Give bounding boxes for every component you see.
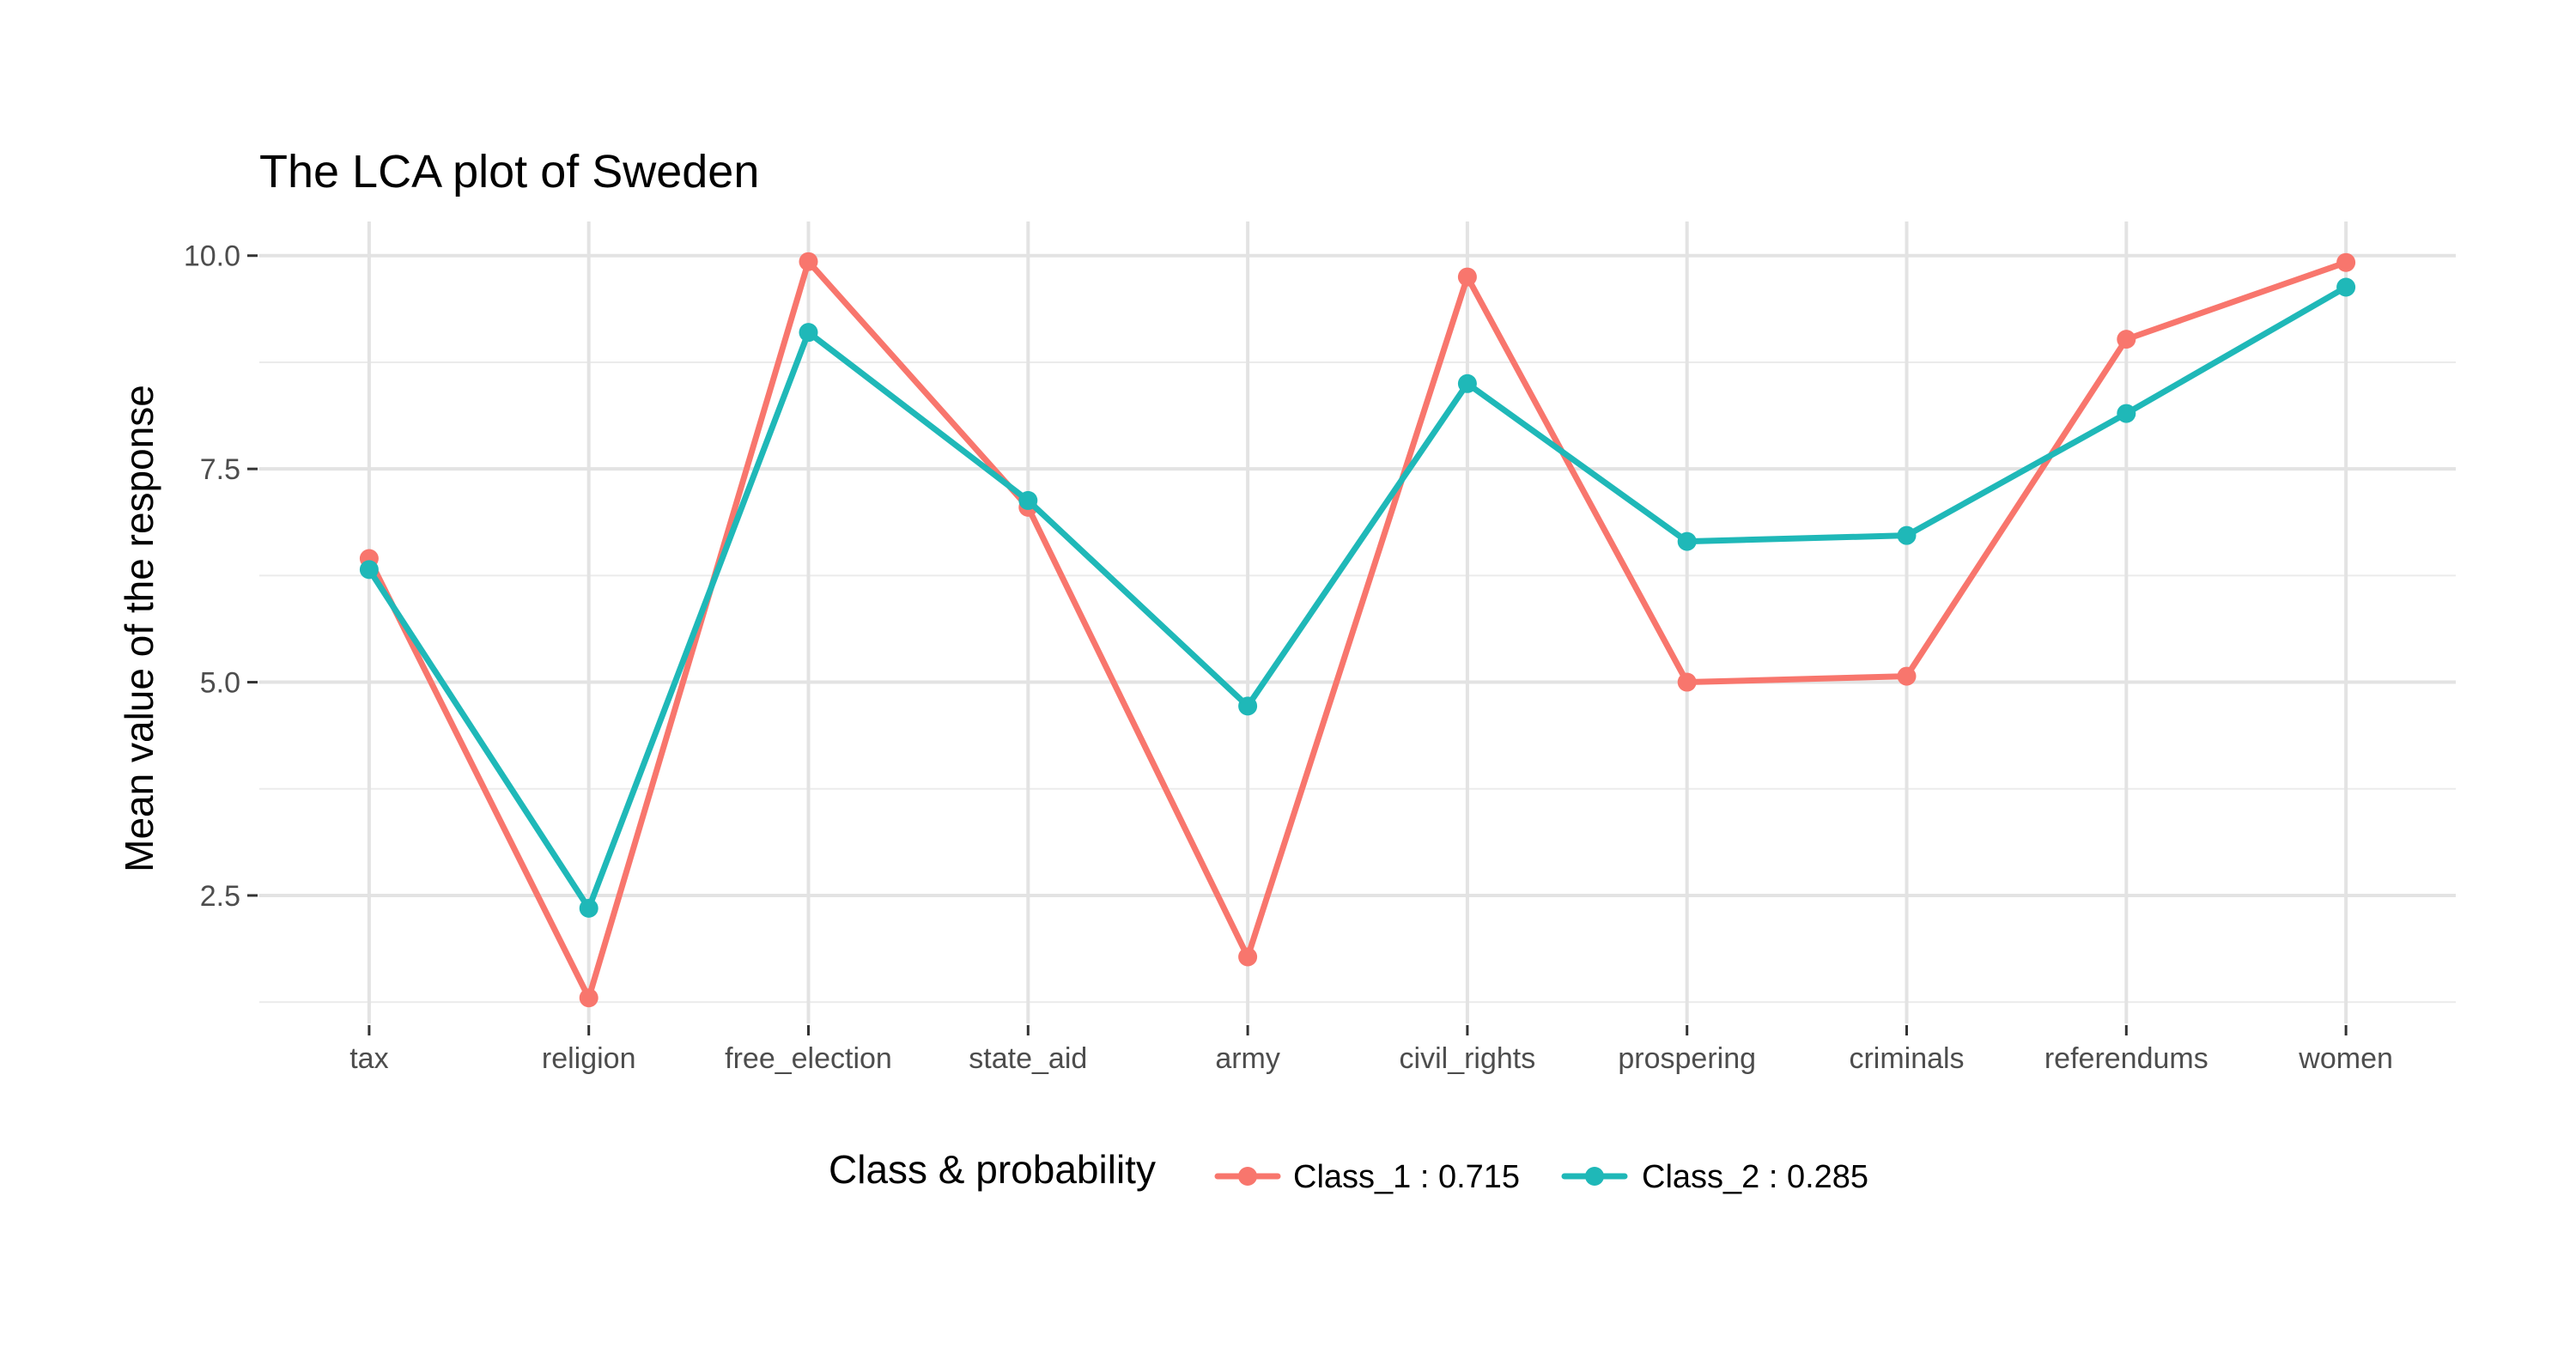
x-tick-label-women: women — [2298, 1042, 2393, 1075]
point-series-2-prospering — [1677, 531, 1697, 551]
x-tick-label-religion: religion — [542, 1042, 636, 1075]
x-tick-label-free_election: free_election — [725, 1042, 892, 1075]
point-series-2-criminals — [1897, 525, 1917, 545]
legend: Class & probability Class_1 : 0.715 Class… — [829, 1147, 1868, 1195]
legend-label-1: Class_1 : 0.715 — [1293, 1159, 1520, 1195]
y-tick-label: 10.0 — [184, 240, 240, 273]
legend-label-2: Class_2 : 0.285 — [1642, 1159, 1868, 1195]
point-series-1-army — [1238, 947, 1258, 967]
legend-title: Class & probability — [829, 1147, 1156, 1192]
point-series-1-women — [2336, 252, 2356, 272]
series-line-1 — [366, 258, 2349, 1001]
x-tick-label-state_aid: state_aid — [969, 1042, 1087, 1075]
y-axis-label: Mean value of the response — [117, 385, 161, 872]
series-layer — [359, 252, 2356, 1008]
point-series-2-army — [1238, 696, 1258, 716]
point-series-1-civil_rights — [1457, 267, 1477, 287]
legend-key-point-2 — [1585, 1167, 1604, 1186]
y-axis: 2.5 5.0 7.5 10.0 — [184, 240, 258, 913]
legend-key-point-1 — [1238, 1167, 1257, 1186]
point-series-2-state_aid — [1018, 490, 1038, 510]
y-tick-label: 5.0 — [200, 667, 240, 700]
minor-gridlines — [259, 361, 2456, 1004]
x-tick-label-civil_rights: civil_rights — [1400, 1042, 1536, 1075]
y-tick-label: 7.5 — [200, 453, 240, 486]
point-series-2-tax — [359, 560, 379, 580]
x-tick-label-criminals: criminals — [1849, 1042, 1964, 1075]
point-series-2-referendums — [2117, 404, 2136, 423]
x-tick-label-referendums: referendums — [2044, 1042, 2208, 1075]
major-gridlines — [259, 222, 2456, 1023]
point-series-2-free_election — [799, 323, 818, 343]
x-tick-label-tax: tax — [349, 1042, 388, 1075]
series-line-2 — [366, 284, 2349, 912]
point-series-2-women — [2336, 277, 2356, 297]
chart-title: The LCA plot of Sweden — [259, 146, 759, 197]
x-tick-label-army: army — [1215, 1042, 1280, 1075]
x-tick-label-prospering: prospering — [1618, 1042, 1756, 1075]
point-series-1-religion — [579, 988, 598, 1008]
x-axis: tax religion free_election state_aid army civ… — [349, 1025, 2393, 1075]
point-series-1-prospering — [1677, 672, 1697, 692]
point-series-2-religion — [579, 898, 598, 918]
point-series-1-criminals — [1897, 666, 1917, 686]
y-tick-label: 2.5 — [200, 880, 240, 913]
point-series-1-referendums — [2117, 330, 2136, 349]
point-series-1-free_election — [799, 252, 818, 271]
point-series-2-civil_rights — [1457, 373, 1477, 393]
